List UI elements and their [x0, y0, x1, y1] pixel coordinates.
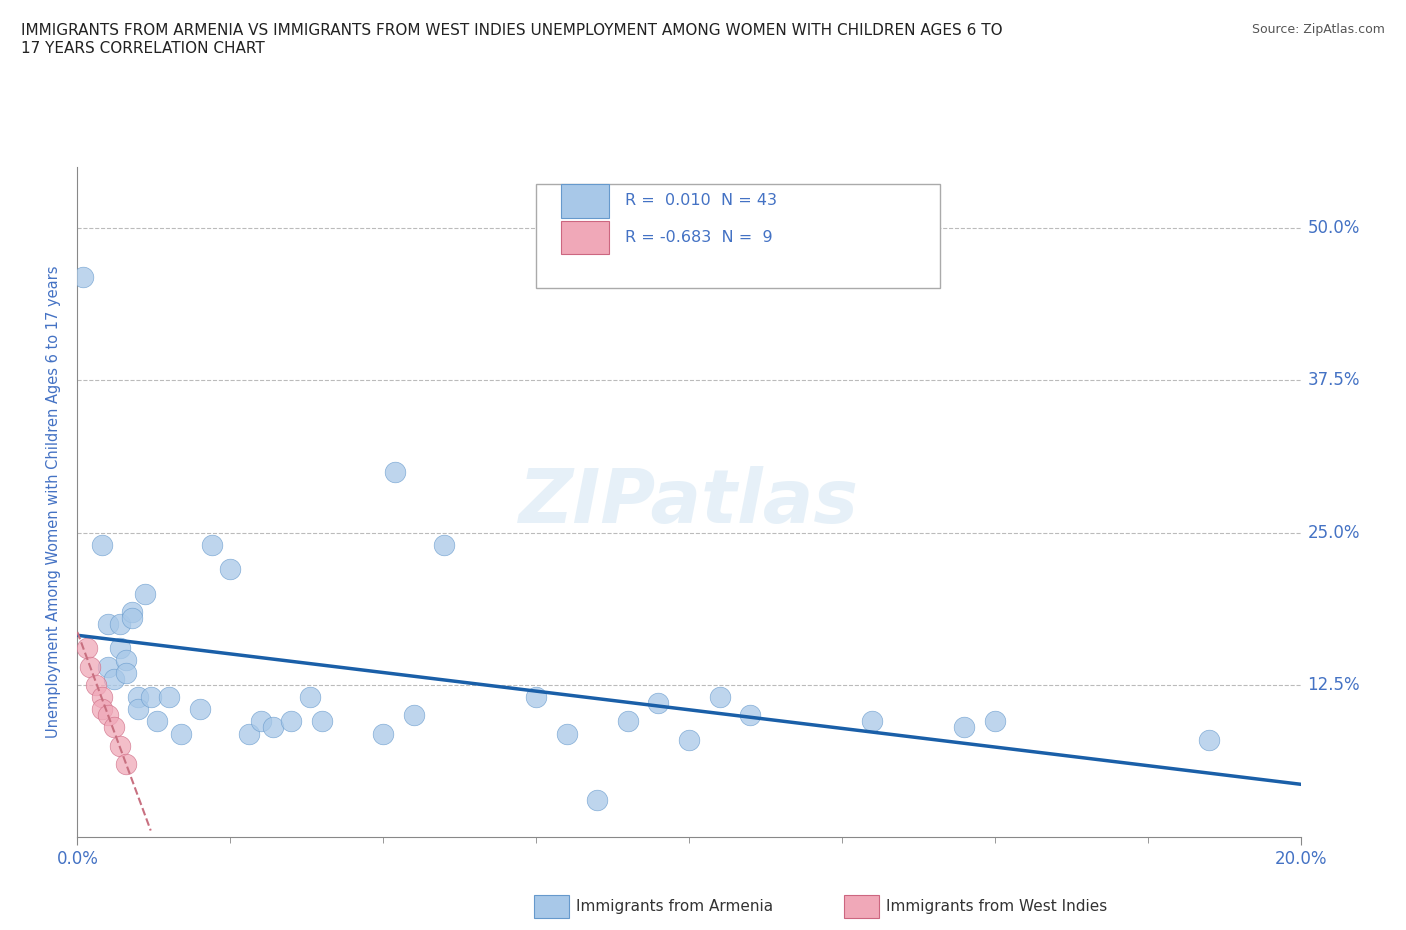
Point — [157, 689, 180, 704]
FancyBboxPatch shape — [536, 184, 939, 288]
Text: Immigrants from West Indies: Immigrants from West Indies — [886, 899, 1107, 914]
Point — [121, 604, 143, 619]
Point — [115, 665, 138, 680]
Point — [84, 677, 107, 692]
Point — [238, 726, 260, 741]
Y-axis label: Unemployment Among Women with Children Ages 6 to 17 years: Unemployment Among Women with Children A… — [46, 266, 62, 738]
Point — [134, 586, 156, 601]
Text: Immigrants from Armenia: Immigrants from Armenia — [576, 899, 773, 914]
Point — [311, 714, 333, 729]
Point — [79, 659, 101, 674]
Text: 50.0%: 50.0% — [1308, 219, 1360, 237]
Point — [262, 720, 284, 735]
Point — [555, 726, 578, 741]
Point — [709, 689, 731, 704]
Text: R =  0.010  N = 43: R = 0.010 N = 43 — [626, 193, 778, 208]
Bar — [561, 221, 609, 255]
Point — [862, 714, 884, 729]
Point — [280, 714, 302, 729]
Point — [103, 720, 125, 735]
Point — [678, 732, 700, 747]
Point — [97, 617, 120, 631]
Point — [586, 793, 609, 808]
Point — [76, 641, 98, 656]
Point — [170, 726, 193, 741]
Text: ZIPatlas: ZIPatlas — [519, 466, 859, 538]
Point — [115, 653, 138, 668]
Point — [90, 538, 112, 552]
Point — [146, 714, 169, 729]
Point — [188, 702, 211, 717]
Point — [97, 659, 120, 674]
Text: IMMIGRANTS FROM ARMENIA VS IMMIGRANTS FROM WEST INDIES UNEMPLOYMENT AMONG WOMEN : IMMIGRANTS FROM ARMENIA VS IMMIGRANTS FR… — [21, 23, 1002, 56]
Point — [108, 641, 131, 656]
Point — [115, 756, 138, 771]
Text: 37.5%: 37.5% — [1308, 371, 1360, 390]
Text: 12.5%: 12.5% — [1308, 676, 1360, 694]
Point — [108, 617, 131, 631]
Text: Source: ZipAtlas.com: Source: ZipAtlas.com — [1251, 23, 1385, 36]
Point — [127, 702, 149, 717]
Point — [90, 689, 112, 704]
Point — [953, 720, 976, 735]
Point — [524, 689, 547, 704]
Point — [103, 671, 125, 686]
Point — [90, 702, 112, 717]
Text: R = -0.683  N =  9: R = -0.683 N = 9 — [626, 231, 773, 246]
Point — [298, 689, 321, 704]
Point — [371, 726, 394, 741]
Point — [740, 708, 762, 723]
Point — [617, 714, 640, 729]
Point — [97, 708, 120, 723]
Point — [121, 610, 143, 625]
Point — [201, 538, 224, 552]
Point — [219, 562, 242, 577]
Point — [1198, 732, 1220, 747]
Text: 25.0%: 25.0% — [1308, 524, 1360, 541]
Bar — [561, 184, 609, 218]
Point — [384, 464, 406, 479]
Point — [433, 538, 456, 552]
Point — [984, 714, 1007, 729]
Point — [108, 738, 131, 753]
Point — [402, 708, 425, 723]
Point — [139, 689, 162, 704]
Point — [72, 270, 94, 285]
Point — [127, 689, 149, 704]
Point — [647, 696, 669, 711]
Point — [250, 714, 273, 729]
